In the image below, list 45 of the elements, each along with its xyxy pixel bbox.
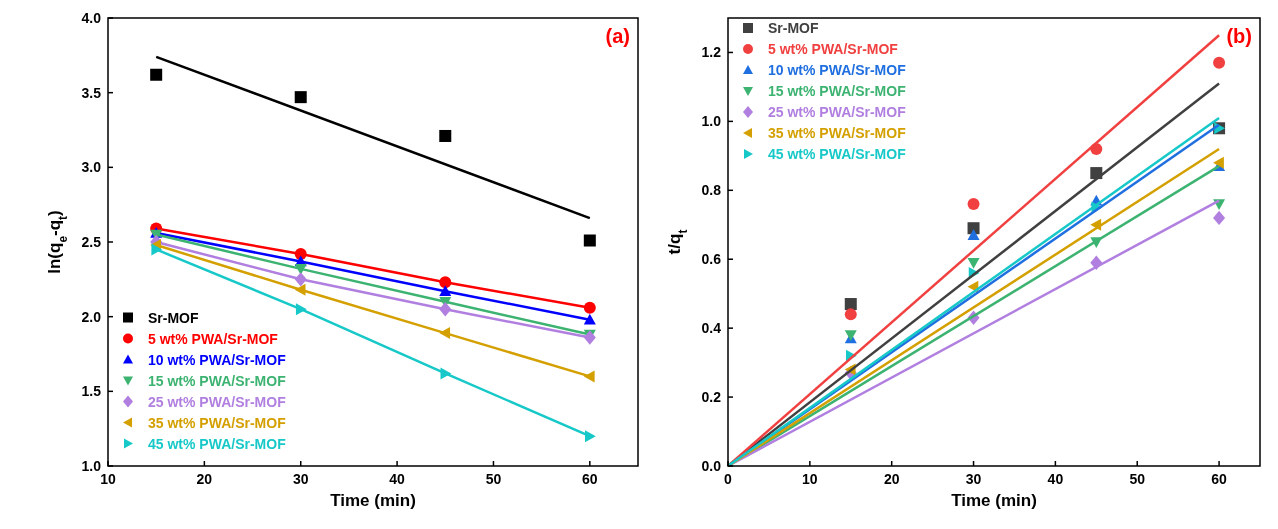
- y-tick-label: 2.0: [81, 308, 102, 325]
- x-tick-label: 30: [965, 471, 982, 487]
- x-tick-label: 60: [1211, 471, 1228, 487]
- annotation: (a): [605, 25, 630, 47]
- legend-label: 25 wt% PWA/Sr-MOF: [148, 393, 287, 410]
- legend-label: 10 wt% PWA/Sr-MOF: [768, 62, 907, 78]
- legend-label: 35 wt% PWA/Sr-MOF: [148, 414, 287, 431]
- y-tick-label: 3.5: [81, 84, 102, 101]
- y-tick-label: 1.2: [701, 44, 722, 61]
- legend-label: 5 wt% PWA/Sr-MOF: [148, 330, 279, 347]
- y-tick-label: 0.8: [701, 182, 722, 199]
- y-tick-label: 1.5: [81, 383, 102, 400]
- legend-label: 15 wt% PWA/Sr-MOF: [148, 372, 287, 389]
- y-tick-label: 4.0: [81, 10, 102, 26]
- legend-label: Sr-MOF: [148, 309, 199, 326]
- legend-label: 45 wt% PWA/Sr-MOF: [768, 146, 907, 162]
- legend-label: 5 wt% PWA/Sr-MOF: [768, 41, 899, 57]
- y-tick-label: 3.0: [81, 159, 102, 176]
- x-axis-title: Time (min): [330, 491, 416, 510]
- x-tick-label: 10: [802, 471, 818, 487]
- y-tick-label: 0.4: [701, 320, 722, 337]
- y-tick-label: 0.6: [701, 251, 722, 268]
- legend-label: 35 wt% PWA/Sr-MOF: [768, 125, 907, 141]
- legend-label: 45 wt% PWA/Sr-MOF: [148, 435, 287, 452]
- annotation: (b): [1226, 25, 1252, 47]
- legend-label: Sr-MOF: [768, 20, 819, 36]
- x-tick-label: 50: [1129, 471, 1146, 487]
- legend-label: 25 wt% PWA/Sr-MOF: [768, 104, 907, 120]
- x-tick-label: 60: [582, 471, 598, 487]
- y-tick-label: 0.0: [701, 458, 722, 474]
- y-tick-label: 0.2: [701, 389, 722, 406]
- x-tick-label: 20: [883, 471, 900, 487]
- legend-label: 15 wt% PWA/Sr-MOF: [768, 83, 907, 99]
- x-axis-title: Time (min): [951, 491, 1037, 510]
- legend-label: 10 wt% PWA/Sr-MOF: [148, 351, 287, 368]
- x-tick-label: 10: [100, 471, 116, 487]
- x-tick-label: 0: [724, 471, 733, 487]
- x-tick-label: 30: [292, 471, 309, 487]
- y-tick-label: 2.5: [81, 234, 102, 250]
- y-tick-label: 1.0: [701, 113, 722, 130]
- x-tick-label: 50: [485, 471, 502, 487]
- y-tick-label: 1.0: [81, 458, 102, 474]
- x-tick-label: 40: [389, 471, 406, 487]
- x-tick-label: 20: [196, 471, 213, 487]
- x-tick-label: 40: [1047, 471, 1064, 487]
